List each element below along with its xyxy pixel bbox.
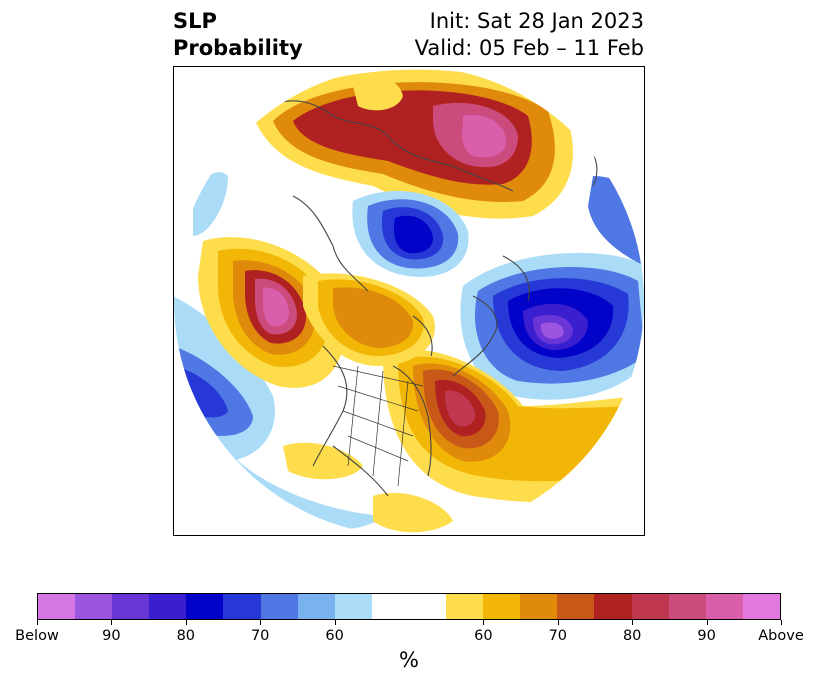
colorbar-segment [38,594,76,619]
colorbar-segment [371,594,409,619]
colorbar-segment [446,594,484,619]
colorbar-tick-mark [706,620,708,625]
colorbar-segment [260,594,298,619]
colorbar-tick-label: Below [15,628,59,644]
state-borders [332,365,424,487]
colorbar-tick-label: Above [758,628,804,644]
colorbar-tick-label: 80 [622,628,642,644]
colorbar-tick-mark [483,620,485,625]
init-date-label: Init: Sat 28 Jan 2023 [429,9,644,33]
colorbar-segment [631,594,669,619]
colorbar-tick-label: 60 [474,628,493,644]
colorbar-segment [297,594,335,619]
colorbar-tick-label: 70 [250,628,270,644]
colorbar-segment [520,594,558,619]
colorbar-units: % [399,648,419,672]
colorbar-segment [223,594,261,619]
colorbar-tick-mark [557,620,559,625]
colorbar-segment [557,594,595,619]
colorbar-segment [483,594,521,619]
colorbar-tick-label: 90 [102,628,121,644]
colorbar-segment [594,594,632,619]
colorbar-segment [112,594,150,619]
colorbar-tick-mark [111,620,113,625]
colorbar-tick-label: 70 [548,628,568,644]
colorbar-tick-mark [185,620,187,625]
colorbar-segment [75,594,113,619]
colorbar-segment [668,594,706,619]
probability-map [173,66,645,536]
valid-period-label: Valid: 05 Feb – 11 Feb [414,36,644,60]
colorbar-segment [705,594,743,619]
colorbar-tick-mark [260,620,262,625]
colorbar-segment [334,594,372,619]
colorbar-tick-label: 90 [697,628,716,644]
colorbar-tick-mark [37,620,38,625]
colorbar-tick-mark [632,620,634,625]
colorbar-tick-mark [334,620,336,625]
colorbar-segment [408,594,447,619]
colorbar-segment [149,594,187,619]
colorbar-segment [186,594,224,619]
title-product: Probability [173,36,303,60]
colorbar [37,593,781,620]
colorbar-segment [742,594,780,619]
title-left: SLP Probability [173,8,303,62]
title-right: Init: Sat 28 Jan 2023 Valid: 05 Feb – 11… [415,8,644,62]
colorbar-tick-label: 80 [176,628,196,644]
colorbar-tick-mark [781,620,782,625]
title-variable: SLP [173,9,217,33]
colorbar-tick-label: 60 [325,628,344,644]
